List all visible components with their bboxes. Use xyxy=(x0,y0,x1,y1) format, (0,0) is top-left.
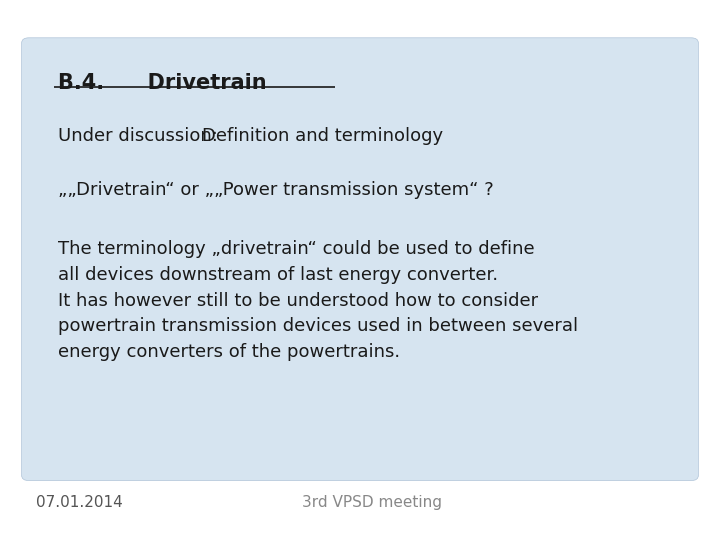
FancyBboxPatch shape xyxy=(22,38,698,481)
Text: 3rd VPSD meeting: 3rd VPSD meeting xyxy=(302,495,442,510)
Text: The terminology „drivetrain“ could be used to define
all devices downstream of l: The terminology „drivetrain“ could be us… xyxy=(58,240,577,361)
Text: Definition and terminology: Definition and terminology xyxy=(202,127,443,145)
Text: B.4.      Drivetrain: B.4. Drivetrain xyxy=(58,73,266,93)
Text: Under discussion:: Under discussion: xyxy=(58,127,217,145)
Text: 07.01.2014: 07.01.2014 xyxy=(36,495,122,510)
Text: „„Drivetrain“ or „„Power transmission system“ ?: „„Drivetrain“ or „„Power transmission sy… xyxy=(58,181,493,199)
